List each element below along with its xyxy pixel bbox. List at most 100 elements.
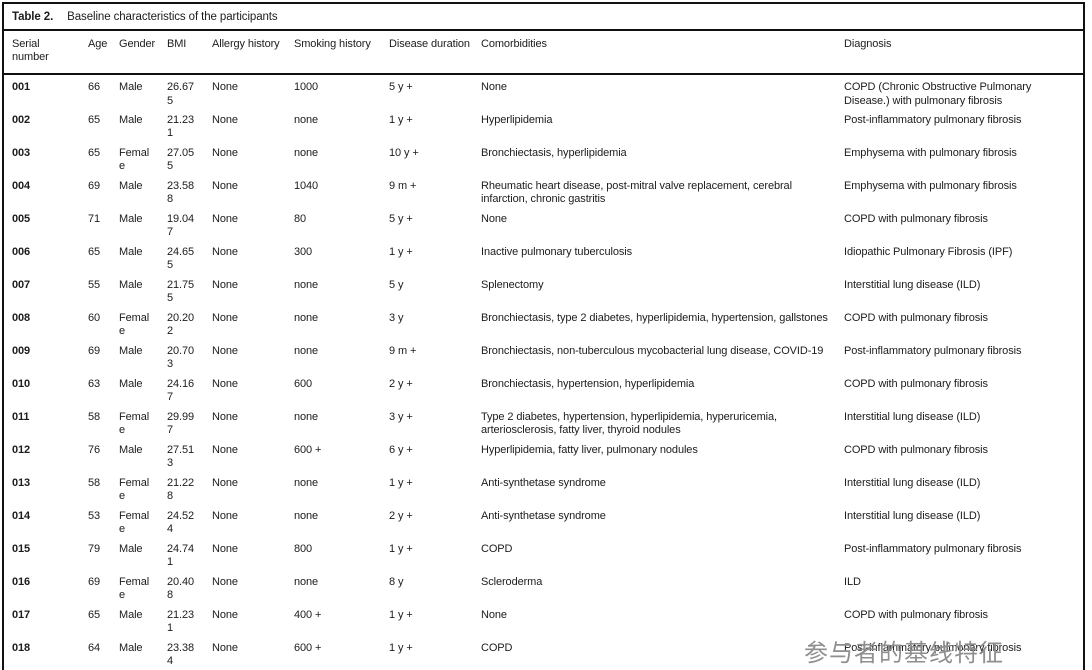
cell-comorbidities: None bbox=[481, 81, 507, 93]
baseline-characteristics-table: Serial number Age Gender BMI Allergy his… bbox=[4, 31, 1083, 670]
cell-disease-duration: 3 y + bbox=[389, 410, 413, 423]
cell-serial-number: 013 bbox=[12, 476, 31, 489]
cell-smoking-history: 1000 bbox=[294, 81, 319, 93]
table-row: 006 65 Male 24.655 None 300 1 y + Inactive pulm… bbox=[4, 243, 1083, 276]
table-row: 009 69 Male 20.703 None none 9 m + Bronchiectas… bbox=[4, 342, 1083, 375]
table-row: 003 65 Female 27.055 None none 10 y + Bronchiec… bbox=[4, 144, 1083, 177]
cell-age: 63 bbox=[88, 377, 101, 390]
cell-gender: Female bbox=[119, 311, 150, 338]
cell-comorbidities: Inactive pulmonary tuberculosis bbox=[481, 245, 632, 258]
cell-allergy-history: None bbox=[212, 509, 238, 522]
cell-comorbidities: None bbox=[481, 212, 507, 225]
cell-allergy-history: None bbox=[212, 608, 238, 621]
cell-smoking-history: none bbox=[294, 410, 319, 423]
cell-allergy-history: None bbox=[212, 575, 238, 588]
cell-bmi: 20.202 bbox=[167, 311, 195, 338]
cell-smoking-history: none bbox=[294, 146, 319, 159]
cell-gender: Female bbox=[119, 410, 150, 437]
cell-serial-number: 011 bbox=[12, 410, 30, 423]
cell-smoking-history: none bbox=[294, 509, 319, 522]
table-row: 012 76 Male 27.513 None 600 + 6 y + Hyperlipide… bbox=[4, 441, 1083, 474]
cell-diagnosis: COPD (Chronic Obstructive Pulmonary Dise… bbox=[844, 81, 1032, 107]
cell-age: 69 bbox=[88, 179, 101, 192]
table-label: Table 2. bbox=[12, 11, 54, 23]
cell-serial-number: 015 bbox=[12, 542, 31, 555]
cell-bmi: 27.513 bbox=[167, 443, 195, 470]
cell-bmi: 23.384 bbox=[167, 641, 195, 668]
table-title: Baseline characteristics of the particip… bbox=[67, 11, 278, 23]
cell-gender: Male bbox=[119, 212, 143, 225]
cell-diagnosis: Interstitial lung disease (ILD) bbox=[844, 410, 981, 423]
cell-smoking-history: 80 bbox=[294, 212, 307, 225]
cell-diagnosis: Idiopathic Pulmonary Fibrosis (IPF) bbox=[844, 245, 1013, 258]
column-header-gender: Gender bbox=[119, 31, 167, 75]
cell-serial-number: 004 bbox=[12, 179, 31, 192]
cell-gender: Male bbox=[119, 443, 143, 456]
cell-allergy-history: None bbox=[212, 278, 238, 291]
cell-age: 71 bbox=[88, 212, 101, 225]
cell-comorbidities: Bronchiectasis, hypertension, hyperlipid… bbox=[481, 377, 695, 390]
cell-gender: Female bbox=[119, 575, 150, 602]
cell-smoking-history: none bbox=[294, 311, 319, 324]
cell-diagnosis: Post-inflammatory pulmonary fibrosis bbox=[844, 641, 1022, 654]
cell-comorbidities: Anti-synthetase syndrome bbox=[481, 476, 606, 489]
cell-serial-number: 006 bbox=[12, 245, 31, 258]
cell-diagnosis: COPD with pulmonary fibrosis bbox=[844, 608, 988, 621]
cell-serial-number: 012 bbox=[12, 443, 31, 456]
cell-bmi: 21.231 bbox=[167, 608, 195, 635]
cell-age: 58 bbox=[88, 476, 101, 489]
cell-diagnosis: COPD with pulmonary fibrosis bbox=[844, 377, 988, 390]
cell-diagnosis: Interstitial lung disease (ILD) bbox=[844, 509, 981, 522]
cell-comorbidities: Bronchiectasis, non-tuberculous mycobact… bbox=[481, 344, 824, 357]
cell-allergy-history: None bbox=[212, 179, 238, 192]
cell-age: 58 bbox=[88, 410, 101, 423]
cell-comorbidities: Hyperlipidemia bbox=[481, 113, 553, 126]
table-row: 011 58 Female 29.997 None none 3 y + Type 2 dia… bbox=[4, 408, 1083, 441]
cell-age: 60 bbox=[88, 311, 101, 324]
table-row: 008 60 Female 20.202 None none 3 y Bronchiectas… bbox=[4, 309, 1083, 342]
cell-age: 65 bbox=[88, 113, 101, 126]
table-caption: Table 2. Baseline characteristics of the … bbox=[4, 4, 1083, 31]
cell-allergy-history: None bbox=[212, 410, 238, 423]
cell-bmi: 21.228 bbox=[167, 476, 195, 503]
cell-gender: Male bbox=[119, 608, 143, 621]
cell-comorbidities: Hyperlipidemia, fatty liver, pulmonary n… bbox=[481, 443, 698, 456]
cell-bmi: 20.408 bbox=[167, 575, 195, 602]
cell-serial-number: 005 bbox=[12, 212, 31, 225]
cell-diagnosis: ILD bbox=[844, 575, 861, 588]
cell-age: 69 bbox=[88, 344, 101, 357]
cell-smoking-history: 600 + bbox=[294, 641, 322, 654]
cell-age: 64 bbox=[88, 641, 101, 654]
cell-bmi: 27.055 bbox=[167, 146, 195, 173]
cell-comorbidities: COPD bbox=[481, 542, 513, 555]
cell-age: 65 bbox=[88, 245, 101, 258]
table-row: 005 71 Male 19.047 None 80 5 y + None COPD with … bbox=[4, 210, 1083, 243]
cell-diagnosis: Interstitial lung disease (ILD) bbox=[844, 476, 981, 489]
table-row: 007 55 Male 21.755 None none 5 y Splenectomy Int… bbox=[4, 276, 1083, 309]
cell-smoking-history: 1040 bbox=[294, 179, 319, 192]
cell-allergy-history: None bbox=[212, 113, 238, 126]
cell-bmi: 21.755 bbox=[167, 278, 195, 305]
cell-smoking-history: 800 bbox=[294, 542, 313, 555]
cell-allergy-history: None bbox=[212, 344, 238, 357]
column-header-diagnosis: Diagnosis bbox=[844, 31, 1083, 75]
cell-disease-duration: 6 y + bbox=[389, 443, 413, 456]
cell-age: 69 bbox=[88, 575, 101, 588]
cell-smoking-history: none bbox=[294, 575, 319, 588]
cell-allergy-history: None bbox=[212, 81, 238, 93]
cell-allergy-history: None bbox=[212, 476, 238, 489]
table-row: 016 69 Female 20.408 None none 8 y Scleroderma I… bbox=[4, 573, 1083, 606]
caption-translation-text: 参与者的基线特征 bbox=[804, 640, 1004, 667]
cell-serial-number: 017 bbox=[12, 608, 31, 621]
cell-allergy-history: None bbox=[212, 443, 238, 456]
table-row: 014 53 Female 24.524 None none 2 y + Anti-synth… bbox=[4, 507, 1083, 540]
cell-diagnosis: Emphysema with pulmonary fibrosis bbox=[844, 179, 1017, 192]
cell-smoking-history: 300 bbox=[294, 245, 313, 258]
cell-gender: Male bbox=[119, 278, 143, 291]
cell-allergy-history: None bbox=[212, 641, 238, 654]
cell-comorbidities: Type 2 diabetes, hypertension, hyperlipi… bbox=[481, 410, 777, 437]
cell-smoking-history: 400 + bbox=[294, 608, 322, 621]
cell-bmi: 26.675 bbox=[167, 81, 195, 107]
column-header-serial-number: Serial number bbox=[4, 31, 88, 75]
cell-disease-duration: 9 m + bbox=[389, 344, 417, 357]
